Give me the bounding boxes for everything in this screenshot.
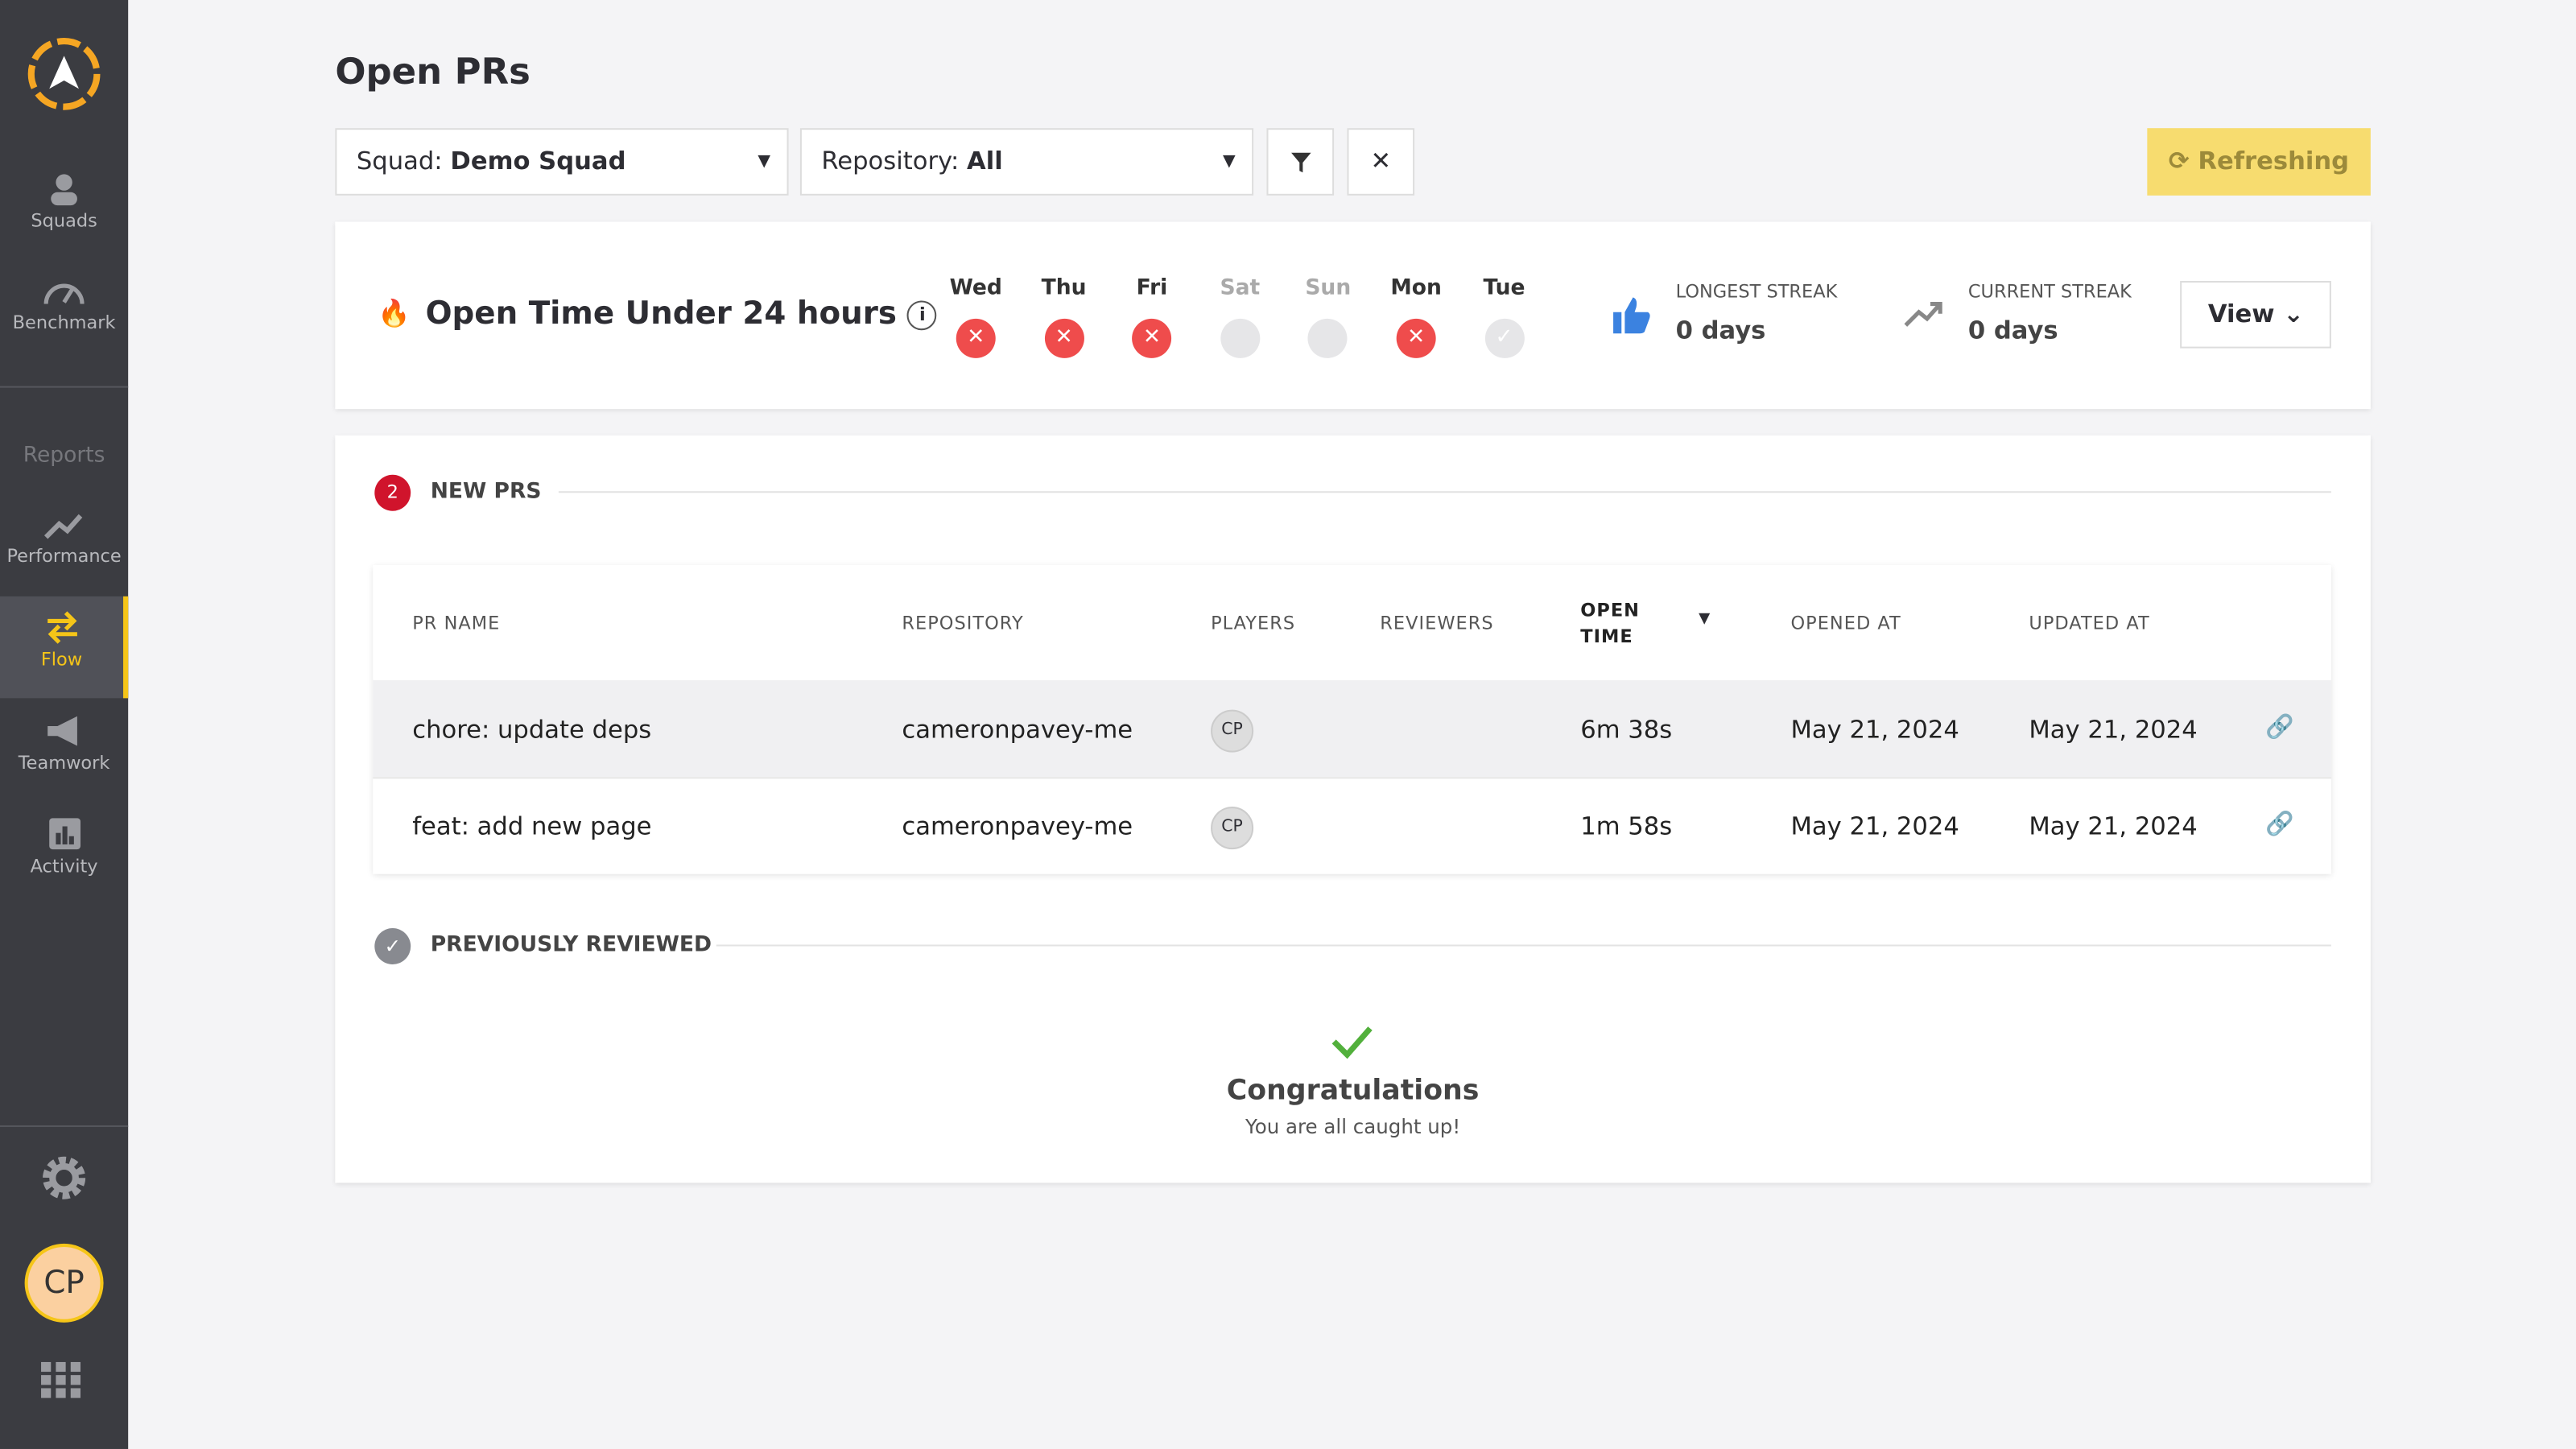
cell: May 21, 2024 (2029, 714, 2198, 745)
cell: May 21, 2024 (2029, 811, 2198, 841)
nav-label: Squads (31, 210, 97, 232)
column-header[interactable]: UPDATED AT (2029, 613, 2150, 634)
day-label: Fri (1136, 275, 1168, 301)
row-highlight (373, 679, 2331, 778)
empty-title: Congratulations (1226, 1074, 1480, 1108)
prs-card: 2 NEW PRS PR NAME REPOSITORY PLAYERS REVIEW… (335, 435, 2371, 1183)
stat-value: 0 days (1675, 315, 1766, 345)
section-title: PREVIOUSLY REVIEWED (430, 933, 712, 958)
row-divider (373, 777, 2331, 779)
settings-icon[interactable] (41, 1155, 87, 1201)
label: View (2207, 299, 2275, 329)
column-header[interactable]: PLAYERS (1211, 613, 1296, 634)
logo (27, 37, 101, 110)
stat-label: LONGEST STREAK (1675, 280, 1838, 303)
day-status (1220, 318, 1260, 358)
trend-icon (1904, 301, 1942, 327)
value: Demo Squad (450, 146, 626, 176)
day-label: Mon (1390, 275, 1442, 301)
day-status: ✕ (1044, 318, 1084, 358)
stat-label: CURRENT STREAK (1967, 280, 2132, 303)
rule (558, 491, 2331, 493)
divider (0, 1125, 129, 1127)
squad-select[interactable]: Squad: Demo Squad ▼ (335, 128, 789, 196)
repo-select[interactable]: Repository: All ▼ (799, 128, 1254, 196)
refresh-button[interactable]: ⟳ Refreshing (2147, 128, 2371, 196)
player-avatar: CP (1211, 807, 1254, 850)
nav-label: Flow (40, 649, 83, 671)
day-label: Sat (1220, 275, 1261, 301)
nav-benchmark[interactable]: Benchmark (0, 259, 128, 361)
nav-teamwork[interactable]: Teamwork (0, 700, 128, 802)
link-icon[interactable]: 🔗 (2265, 811, 2294, 838)
cell: chore: update deps (412, 714, 652, 745)
nav-label: Activity (30, 856, 98, 877)
thumb-icon (1613, 297, 1650, 334)
sort-icon: ▼ (1699, 611, 1711, 628)
cell: cameronpavey-me (902, 714, 1133, 745)
day-status (1308, 318, 1348, 358)
stat-value: 0 days (1967, 315, 2058, 345)
day-label: Sun (1305, 275, 1352, 301)
nav-squads[interactable]: Squads (0, 158, 128, 260)
apps-icon[interactable] (41, 1361, 80, 1398)
player-avatar: CP (1211, 709, 1254, 753)
filter-button[interactable] (1266, 128, 1335, 196)
rule (716, 944, 2331, 947)
link-icon[interactable]: 🔗 (2265, 714, 2294, 741)
section-label: Reports (23, 444, 105, 469)
cell: 6m 38s (1580, 714, 1673, 745)
cell: feat: add new page (412, 811, 652, 841)
avatar[interactable]: CP (24, 1243, 104, 1323)
fire-icon: 🔥 (378, 297, 411, 329)
nav-activity[interactable]: Activity (0, 803, 128, 906)
cell: 1m 58s (1580, 811, 1673, 841)
divider (0, 386, 129, 388)
day-status: ✕ (1132, 318, 1172, 358)
nav-label: Benchmark (12, 312, 116, 334)
column-header[interactable]: REVIEWERS (1380, 613, 1494, 634)
day-label: Thu (1041, 275, 1087, 301)
cell: cameronpavey-me (902, 811, 1133, 841)
view-button[interactable]: View ⌄ (2180, 280, 2331, 349)
pr-table: PR NAME REPOSITORY PLAYERS REVIEWERS OPEN TI… (373, 565, 2331, 874)
cell: May 21, 2024 (1790, 714, 1959, 745)
label: Repository: (821, 146, 960, 176)
nav-label: Performance (6, 545, 122, 568)
sidebar: Squads Benchmark Reports Performance Flo… (0, 0, 129, 1449)
section-title: NEW PRS (430, 479, 542, 505)
label: Squad: (356, 146, 443, 176)
empty-subtitle: You are all caught up! (1245, 1115, 1461, 1139)
clear-button[interactable]: ✕ (1347, 128, 1415, 196)
column-header[interactable]: OPENED AT (1790, 613, 1901, 634)
title: Open Time Under 24 hours (425, 295, 897, 332)
day-label: Tue (1483, 275, 1525, 301)
streak-card: 🔥 Open Time Under 24 hours i Wed ✕ Thu ✕ Fri… (335, 221, 2371, 410)
column-header[interactable]: PR NAME (412, 613, 501, 634)
value: All (967, 146, 1003, 176)
day-status: ✕ (1396, 318, 1436, 358)
nav-flow[interactable]: Flow (0, 596, 129, 699)
label: Refreshing (2198, 146, 2350, 176)
cell: May 21, 2024 (1790, 811, 1959, 841)
check-badge: ✓ (374, 928, 411, 964)
nav-performance[interactable]: Performance (0, 496, 128, 598)
day-status: ✕ (956, 318, 996, 358)
day-label: Wed (949, 275, 1002, 301)
page-title: Open PRs (335, 52, 530, 94)
streak-title: Open Time Under 24 hours i (426, 295, 938, 332)
column-header[interactable]: REPOSITORY (902, 613, 1024, 634)
nav-label: Teamwork (18, 752, 110, 774)
day-status: ✓ (1484, 318, 1525, 358)
count-badge: 2 (374, 474, 411, 511)
success-check (1331, 1026, 1373, 1059)
column-header[interactable]: OPEN TIME (1580, 599, 1641, 648)
